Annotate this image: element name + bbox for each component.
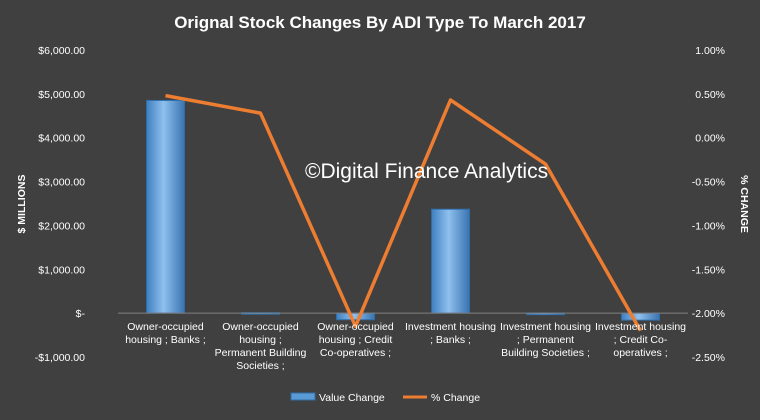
category-label: Investment housing; Banks ; <box>405 321 496 346</box>
y-tick-label: $6,000.00 <box>38 45 85 57</box>
y2-tick-label: -2.00% <box>692 308 725 320</box>
legend: Value Change % Change <box>290 392 480 404</box>
y-tick-label: $3,000.00 <box>38 177 85 189</box>
legend-value-change: Value Change <box>319 392 385 404</box>
y2-tick-label: -0.50% <box>692 177 725 189</box>
legend-pct-change: % Change <box>431 392 480 404</box>
category-label: Owner-occupied housing ; Permanent Buildin… <box>215 321 307 372</box>
y-tick-label: $- <box>76 308 86 320</box>
y-tick-label: $2,000.00 <box>38 220 85 232</box>
y2-tick-label: -1.00% <box>692 220 725 232</box>
category-label: Owner-occupied housing ; Banks ; <box>125 321 206 346</box>
value-change-bar <box>146 99 185 314</box>
value-change-bar <box>336 312 375 321</box>
y2-tick-label: 0.50% <box>695 89 725 101</box>
y2-tick-label: -2.50% <box>692 352 725 364</box>
y-axis-ticks: $6,000.00 $5,000.00 $4,000.00 $3,000.00 $2,0… <box>35 45 86 364</box>
y2-tick-label: 1.00% <box>695 45 725 57</box>
legend-bar-swatch <box>290 392 316 401</box>
y-tick-label: $5,000.00 <box>38 89 85 101</box>
y2-axis-ticks: 1.00% 0.50% 0.00% -0.50% -1.00% -1.50% -2.00% -… <box>692 45 725 364</box>
y-tick-label: $1,000.00 <box>38 264 85 276</box>
bar-series <box>146 99 660 321</box>
watermark: ©Digital Finance Analytics <box>305 160 548 183</box>
y2-tick-label: -1.50% <box>692 264 725 276</box>
y-tick-label: $4,000.00 <box>38 133 85 145</box>
value-change-bar <box>431 208 470 314</box>
category-label: Investment housing; Credit Co-operatives… <box>595 321 686 359</box>
value-change-bar <box>621 312 660 321</box>
category-label: Investment housing; Permanent Building So… <box>500 321 591 359</box>
y2-tick-label: 0.00% <box>695 133 725 145</box>
chart-title: Orignal Stock Changes By ADI Type To Mar… <box>174 13 586 32</box>
category-labels: Owner-occupied housing ; Banks ; Owner-occ… <box>125 321 686 372</box>
y-tick-label: -$1,000.00 <box>35 352 85 364</box>
pct-change-line <box>165 93 643 332</box>
y2-axis-label: % CHANGE <box>738 175 750 233</box>
category-label: Owner-occupied housing ; Credit Co-operati… <box>317 321 394 359</box>
y-axis-label: $ MILLIONS <box>16 175 28 234</box>
